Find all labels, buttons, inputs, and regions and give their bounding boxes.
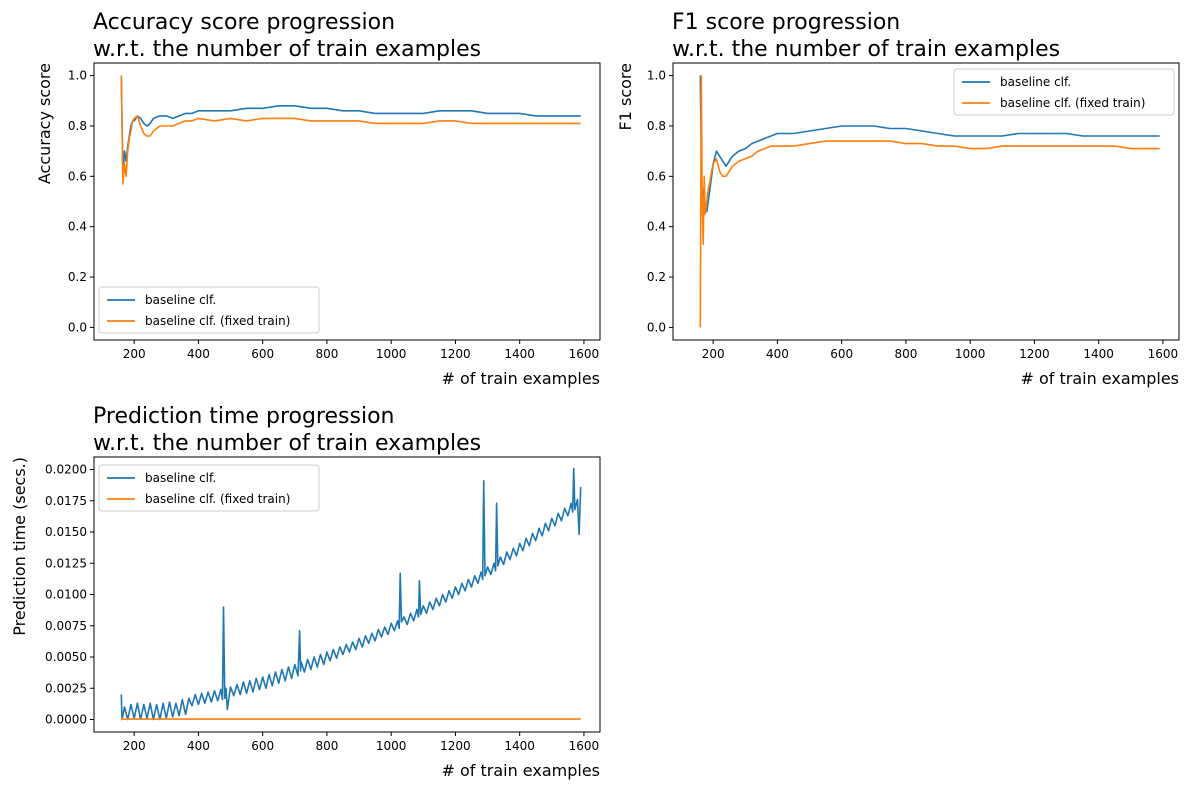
x-tick-label: 1200 [440, 739, 471, 753]
x-tick-label: 1600 [569, 739, 600, 753]
y-tick-label: 0.0200 [45, 463, 87, 477]
x-tick-label: 1000 [955, 347, 986, 361]
x-tick-label: 800 [315, 739, 338, 753]
x-tick-label: 600 [251, 739, 274, 753]
y-tick-label: 1.0 [647, 69, 666, 83]
x-tick-label: 200 [123, 347, 146, 361]
axes-frame [672, 62, 1180, 341]
y-tick-label: 1.0 [68, 69, 87, 83]
x-tick-label: 800 [315, 347, 338, 361]
series-line-1 [120, 75, 581, 185]
chart-title-line: F1 score progression [672, 10, 900, 35]
x-tick-label: 1400 [1083, 347, 1114, 361]
x-tick-label: 1000 [376, 347, 407, 361]
x-axis-label: # of train examples [441, 761, 600, 780]
y-axis-label: Prediction time (secs.) [10, 457, 29, 636]
series-line-0 [120, 467, 582, 721]
y-tick-label: 0.0050 [45, 650, 87, 664]
y-tick-label: 0.0150 [45, 525, 87, 539]
y-tick-label: 0.0075 [45, 619, 87, 633]
legend: baseline clf. baseline clf. (fixed train) [953, 68, 1175, 116]
y-axis-label: Accuracy score [35, 63, 54, 184]
legend: baseline clf. baseline clf. (fixed train) [98, 286, 320, 334]
chart-title-line: w.r.t. the number of train examples [93, 37, 481, 62]
y-tick-label: 0.0175 [45, 494, 87, 508]
x-tick-label: 1400 [504, 347, 535, 361]
x-tick-label: 1600 [1148, 347, 1179, 361]
legend-frame [98, 286, 320, 334]
y-tick-label: 0.8 [647, 119, 666, 133]
y-tick-label: 0.0100 [45, 588, 87, 602]
y-tick-label: 0.4 [647, 220, 666, 234]
x-tick-label: 200 [702, 347, 725, 361]
legend-entry: baseline clf. (fixed train) [145, 314, 290, 328]
x-tick-label: 1200 [440, 347, 471, 361]
x-tick-label: 1400 [504, 739, 535, 753]
x-axis-label: # of train examples [441, 369, 600, 388]
y-tick-label: 0.0000 [45, 713, 87, 727]
x-tick-label: 600 [830, 347, 853, 361]
legend-entry: baseline clf. [1000, 75, 1071, 89]
y-tick-label: 0.0 [68, 320, 87, 334]
y-tick-label: 0.2 [68, 270, 87, 284]
axes-frame [93, 62, 601, 341]
series-line-0 [120, 75, 581, 178]
chart-title-line: Prediction time progression [93, 404, 394, 429]
y-tick-label: 0.2 [647, 270, 666, 284]
x-tick-label: 1000 [376, 739, 407, 753]
y-tick-label: 0.0125 [45, 556, 87, 570]
x-tick-label: 1200 [1019, 347, 1050, 361]
chart-title-line: w.r.t. the number of train examples [93, 431, 481, 456]
x-tick-label: 400 [187, 347, 210, 361]
x-tick-label: 400 [187, 739, 210, 753]
legend-entry: baseline clf. [145, 293, 216, 307]
legend-entry: baseline clf. [145, 471, 216, 485]
legend: baseline clf. baseline clf. (fixed train) [98, 464, 320, 512]
x-tick-label: 1600 [569, 347, 600, 361]
y-tick-label: 0.0 [647, 320, 666, 334]
x-tick-label: 800 [894, 347, 917, 361]
y-tick-label: 0.6 [647, 169, 666, 183]
legend-frame [98, 464, 320, 512]
series-line-1 [699, 74, 1160, 328]
y-axis-label: F1 score [616, 63, 635, 130]
y-tick-label: 0.4 [68, 220, 87, 234]
x-tick-label: 200 [123, 739, 146, 753]
chart-title-line: w.r.t. the number of train examples [672, 37, 1060, 62]
legend-entry: baseline clf. (fixed train) [1000, 96, 1145, 110]
legend-entry: baseline clf. (fixed train) [145, 492, 290, 506]
y-tick-label: 0.8 [68, 119, 87, 133]
chart-title-line: Accuracy score progression [93, 10, 395, 35]
legend-frame [953, 68, 1175, 116]
x-tick-label: 400 [766, 347, 789, 361]
x-axis-label: # of train examples [1020, 369, 1179, 388]
x-tick-label: 600 [251, 347, 274, 361]
y-tick-label: 0.0025 [45, 681, 87, 695]
y-tick-label: 0.6 [68, 169, 87, 183]
